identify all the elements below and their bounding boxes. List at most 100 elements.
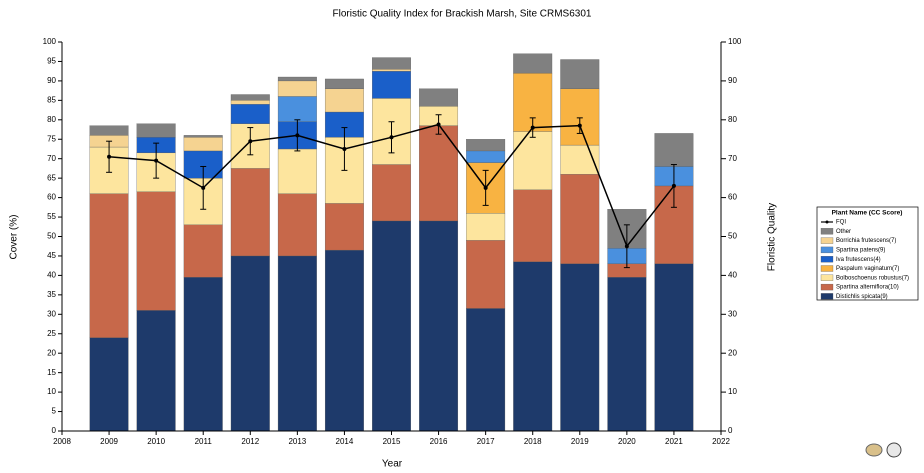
x-tick-label: 2020 <box>618 437 636 446</box>
legend-marker <box>825 220 829 224</box>
x-tick-label: 2019 <box>571 437 589 446</box>
bar-segment <box>277 76 317 82</box>
bar-segment <box>277 148 317 194</box>
y-tick-label: 60 <box>47 193 56 202</box>
bar-segment <box>466 213 506 241</box>
y2-tick-label: 20 <box>728 348 737 357</box>
bar-segment <box>654 133 694 167</box>
bar-segment <box>136 123 176 138</box>
fqi-point <box>436 122 441 127</box>
fqi-point <box>389 135 394 140</box>
bar-segment <box>136 310 176 432</box>
bar-segment <box>230 255 270 432</box>
y-tick-label: 30 <box>47 309 56 318</box>
bar-segment <box>230 94 270 101</box>
bar-segment <box>607 277 647 432</box>
bar-segment <box>560 263 600 432</box>
y-tick-label: 45 <box>47 251 56 260</box>
fqi-point <box>342 146 347 151</box>
y-tick-label: 75 <box>47 134 56 143</box>
bar-segment <box>372 220 411 432</box>
y-tick-label: 65 <box>47 173 56 182</box>
bar-segment <box>136 191 176 311</box>
bar-segment <box>230 104 270 124</box>
x-tick-label: 2012 <box>241 437 259 446</box>
y-tick-label: 10 <box>47 387 56 396</box>
bar-segment <box>513 131 553 190</box>
bar-segment <box>183 135 223 138</box>
bar-segment <box>560 88 600 146</box>
x-tick-label: 2022 <box>712 437 730 446</box>
x-tick-label: 2016 <box>430 437 448 446</box>
legend-label: FQI <box>836 220 846 226</box>
bar-segment <box>277 96 317 122</box>
bar-segment <box>466 308 506 432</box>
bar-segment <box>513 261 553 432</box>
x-axis-label: Year <box>382 459 403 470</box>
y-tick-label: 85 <box>47 95 56 104</box>
legend-swatch <box>820 265 834 272</box>
bar-segment <box>324 78 364 89</box>
bar-segment <box>324 203 364 251</box>
legend-swatch <box>820 293 834 300</box>
bar-segment <box>513 189 553 262</box>
legend-swatch <box>820 228 834 235</box>
y2-tick-label: 50 <box>728 232 737 241</box>
fqi-point <box>248 139 253 144</box>
y2-tick-label: 100 <box>728 37 742 46</box>
bar-segment <box>560 59 600 89</box>
y-tick-label: 80 <box>47 115 56 124</box>
x-tick-label: 2010 <box>147 437 165 446</box>
fqi-point <box>530 125 535 130</box>
bar-segment <box>324 249 364 432</box>
bar-segment <box>654 263 694 432</box>
y2-tick-label: 70 <box>728 154 737 163</box>
fqi-point <box>154 158 159 163</box>
x-tick-label: 2018 <box>524 437 542 446</box>
fqi-point <box>671 183 676 188</box>
bar-segment <box>466 139 506 152</box>
y-tick-label: 15 <box>47 368 56 377</box>
x-tick-label: 2011 <box>195 437 213 446</box>
x-tick-label: 2021 <box>665 437 683 446</box>
bar-segment <box>183 137 223 152</box>
y2-tick-label: 40 <box>728 271 737 280</box>
bar-segment <box>183 277 223 432</box>
x-tick-label: 2017 <box>477 437 495 446</box>
x-tick-label: 2013 <box>288 437 306 446</box>
legend-title: Plant Name (CC Score) <box>832 210 903 217</box>
fqi-point <box>201 185 206 190</box>
x-tick-label: 2008 <box>53 437 71 446</box>
legend-label: Borrichia frutescens(7) <box>836 238 896 244</box>
bar-segment <box>372 69 411 72</box>
fqi-point <box>107 154 112 159</box>
fqi-point <box>295 133 300 138</box>
y-tick-label: 50 <box>47 232 56 241</box>
fqi-point <box>577 123 582 128</box>
y-tick-label: 5 <box>52 407 57 416</box>
legend-swatch <box>820 237 834 244</box>
bar-segment <box>230 100 270 105</box>
y-tick-label: 55 <box>47 212 56 221</box>
legend-box <box>816 206 919 301</box>
bar-segment <box>89 125 129 136</box>
legend-swatch <box>820 283 834 291</box>
y2-axis-label: Floristic Quality <box>767 203 778 271</box>
bar-segment <box>89 337 129 432</box>
bar-segment <box>89 193 129 338</box>
bar-segment <box>560 174 600 264</box>
legend-label: Paspalum vaginatum(7) <box>836 266 899 272</box>
y-tick-label: 20 <box>47 348 56 357</box>
y-axis-label: Cover (%) <box>9 214 20 259</box>
fqi-point <box>624 244 629 249</box>
bar-segment <box>419 88 459 107</box>
bar-segment <box>183 224 223 278</box>
bar-segment <box>372 71 411 99</box>
y-tick-label: 35 <box>47 290 56 299</box>
bar-segment <box>372 164 411 222</box>
bar-segment <box>372 57 411 70</box>
bar-segment <box>466 150 506 163</box>
y2-tick-label: 90 <box>728 76 737 85</box>
y2-tick-label: 0 <box>728 426 733 435</box>
